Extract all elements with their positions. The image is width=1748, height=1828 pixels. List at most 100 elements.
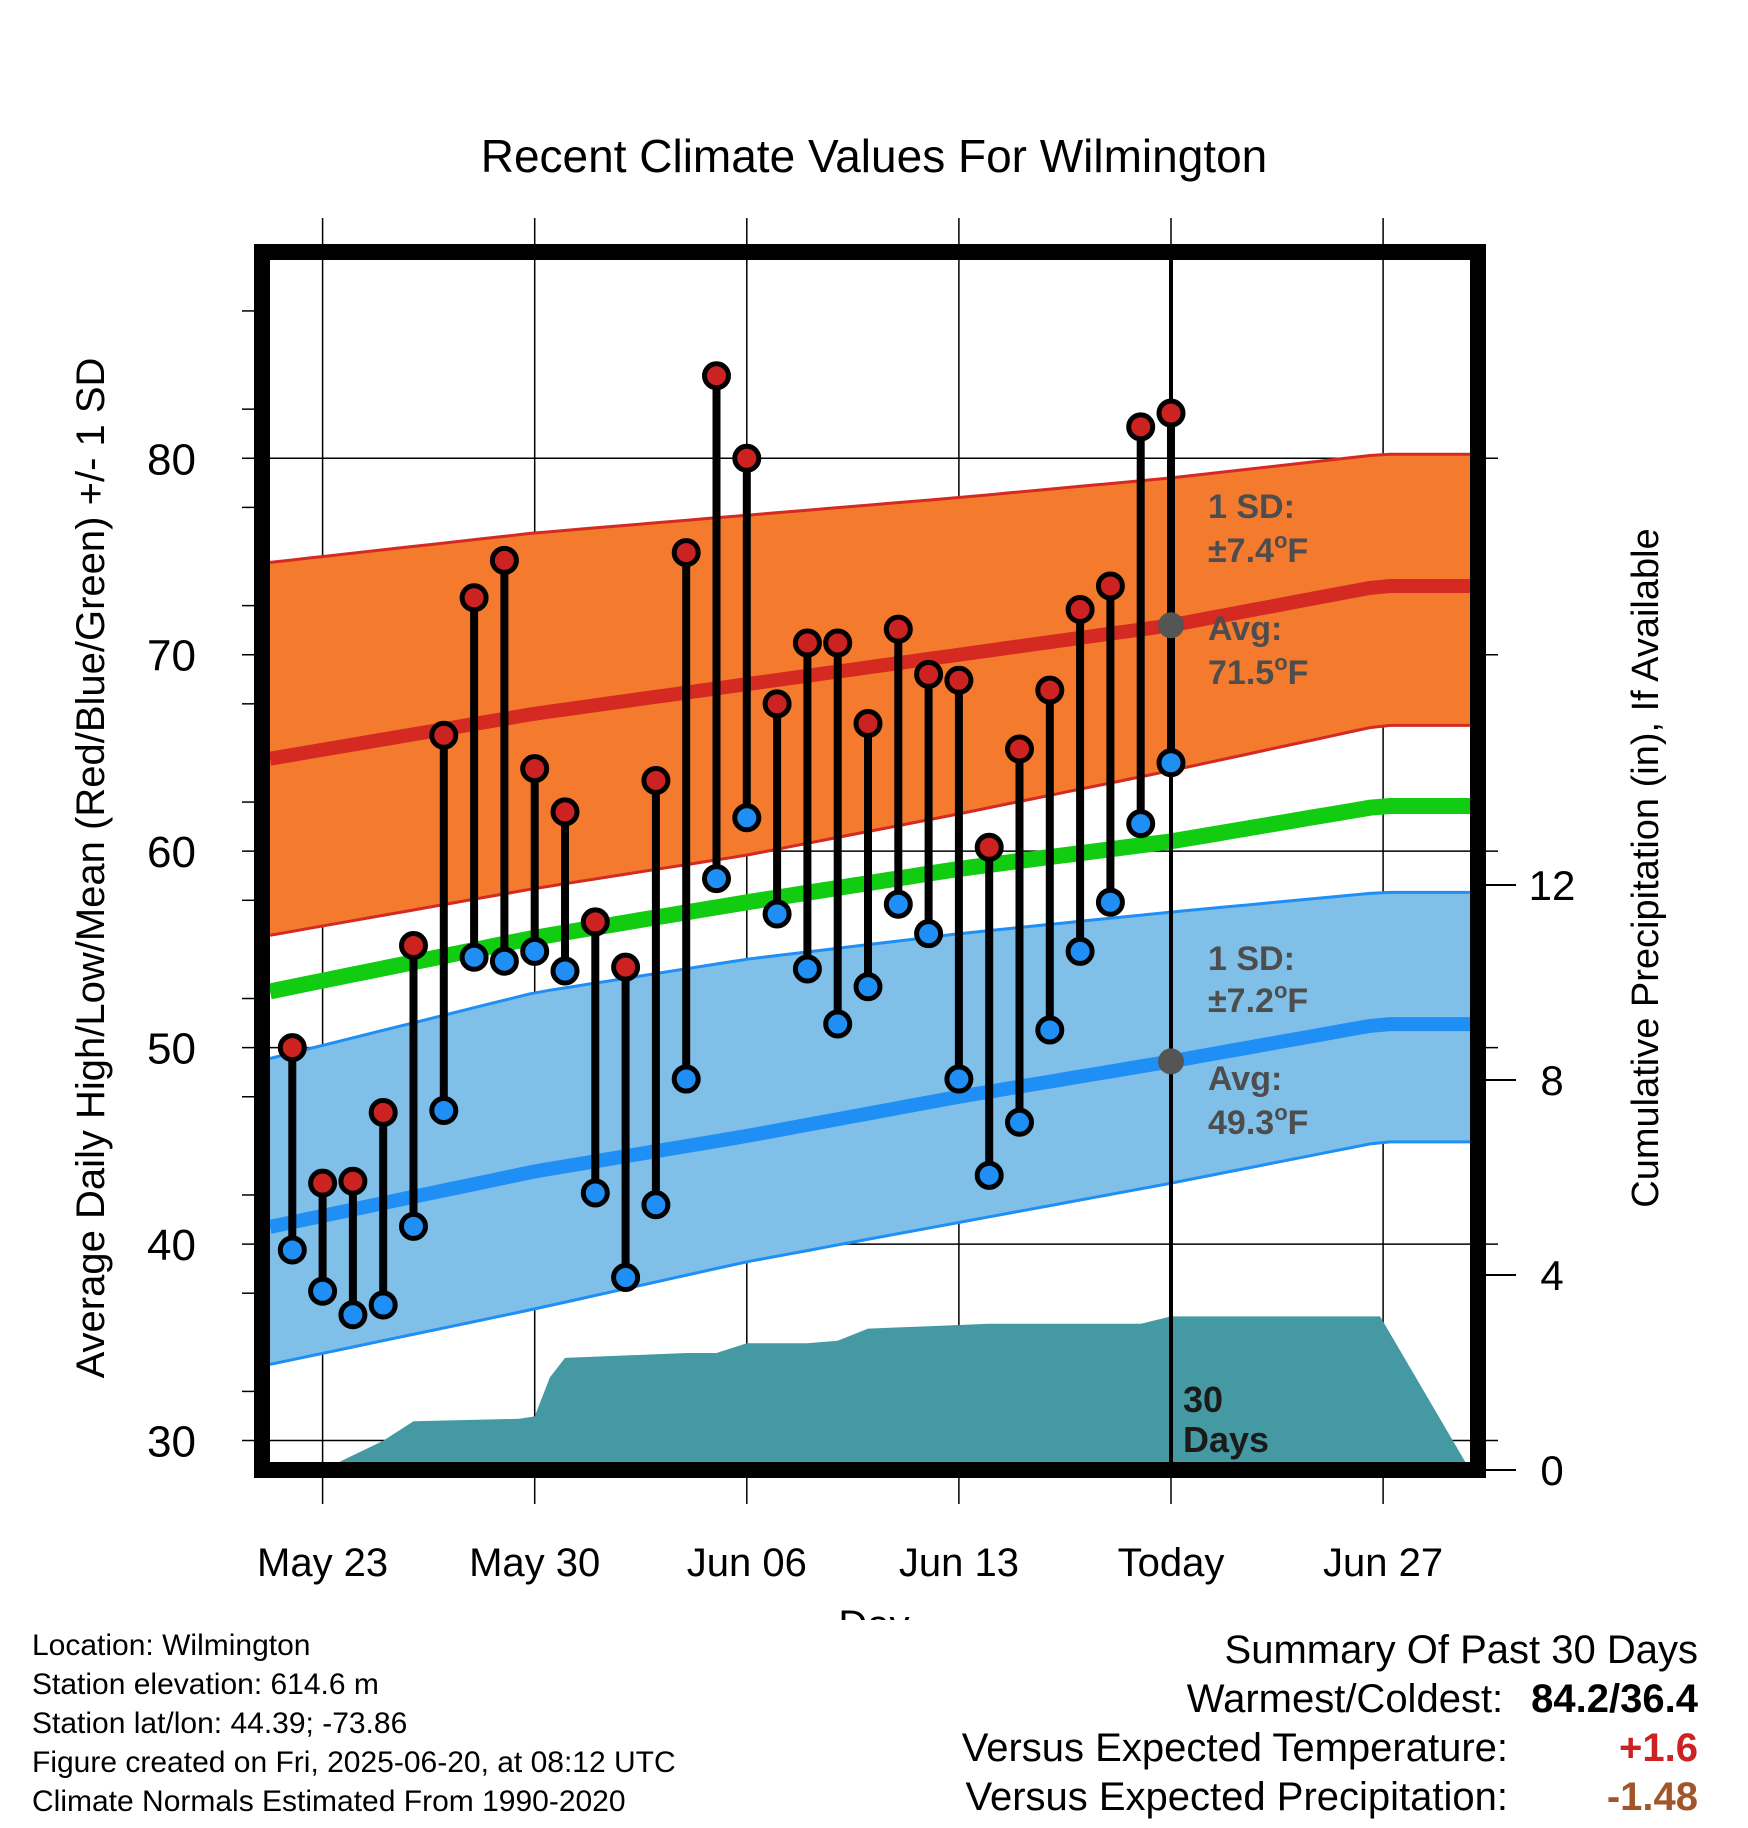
plot-frame [254,244,1486,1478]
low-point-day-12 [611,1262,641,1292]
low-point-day-13 [641,1190,671,1220]
y2-tick-label-3: 12 [1529,862,1576,909]
high-point-day-24 [974,832,1004,862]
temp-label: Versus Expected Temperature: [961,1726,1508,1770]
low-point-day-11 [580,1178,610,1208]
high-point-day-17 [762,689,792,719]
low-sd-label: 1 SD: [1208,940,1295,978]
low-point-day-24 [974,1160,1004,1190]
y2-tick-label-1: 4 [1540,1252,1563,1299]
x-tick-label-3: Jun 13 [899,1541,1019,1585]
warm-cold-value: 84.2/36.4 [1531,1677,1698,1721]
high-point-day-16 [732,443,762,473]
low-point-day-25 [1005,1107,1034,1137]
y-tick-label-0: 30 [147,1418,196,1467]
x-tick-label-4: Today [1118,1541,1225,1585]
high-point-day-15 [702,361,731,391]
low-sd-lower-line [269,1140,1470,1366]
low-point-day-4 [368,1290,398,1320]
high-point-day-10 [550,797,580,827]
high-point-day-22 [914,659,944,689]
high-point-day-13 [641,765,671,795]
y2-tick-label-2: 8 [1540,1057,1563,1104]
high-point-day-1 [277,1033,307,1063]
high-sd-value: ±7.4oF [1208,528,1308,570]
low-point-day-14 [671,1064,701,1094]
summary-panel: Summary Of Past 30 Days Warmest/Coldest:… [962,1626,1698,1822]
low-point-day-2 [308,1276,338,1306]
low-point-day-18 [792,954,822,984]
high-sd-upper-line [269,452,1470,564]
low-point-day-26 [1035,1015,1065,1045]
high-point-day-9 [520,754,550,784]
low-point-day-15 [702,864,731,894]
high-point-day-30 [1156,398,1186,428]
low-avg-label: Avg: [1208,1060,1282,1098]
high-point-day-28 [1095,571,1125,601]
high-point-day-8 [489,545,519,575]
y2-tick-label-0: 0 [1540,1447,1563,1494]
low-point-day-10 [550,956,580,986]
low-point-day-6 [429,1095,459,1125]
low-avg-value: 49.3oF [1208,1100,1308,1142]
high-point-day-7 [459,583,489,613]
frame-border [254,244,1486,1478]
elevation-text: Station elevation: 614.6 m [32,1668,379,1701]
normals-text: Climate Normals Estimated From 1990-2020 [32,1785,626,1818]
x-tick-label-1: May 30 [469,1541,600,1585]
chart-title: Recent Climate Values For Wilmington [481,130,1268,182]
y-tick-label-2: 50 [147,1025,196,1074]
low-sd-value: ±7.2oF [1208,978,1308,1020]
low-point-day-28 [1095,887,1125,917]
low-point-day-19 [823,1009,853,1039]
y-tick-label-5: 80 [147,435,196,484]
high-point-day-19 [823,628,853,658]
low-point-day-23 [944,1064,974,1094]
location-text: Location: Wilmington [32,1629,311,1662]
high-avg-label: Avg: [1208,610,1282,648]
high-point-day-27 [1065,595,1095,625]
station-info: Location: Wilmington Station elevation: … [32,1626,676,1821]
y-tick-label-4: 70 [147,632,196,681]
summary-precip: Versus Expected Precipitation: -1.48 [962,1773,1698,1822]
daily-range-stems [288,375,1175,1315]
high-point-day-21 [883,614,913,644]
high-point-day-3 [338,1166,368,1196]
precipitation-area [292,1316,1470,1470]
high-avg-marker [1158,612,1184,639]
days-label-text: Days [1183,1419,1269,1460]
summary-temp: Versus Expected Temperature: +1.6 [962,1724,1698,1773]
high-point-day-4 [368,1097,398,1127]
y-axis-label: Average Daily High/Low/Mean (Red/Blue/Gr… [69,358,113,1379]
high-point-day-25 [1005,734,1034,764]
y2-axis-label: Cumulative Precipitation (in), If Availa… [1625,528,1667,1207]
low-point-day-20 [853,972,883,1002]
low-point-day-3 [338,1300,368,1330]
days-label-number: 30 [1183,1379,1223,1420]
high-point-day-29 [1126,412,1156,442]
high-sd-label: 1 SD: [1208,488,1295,526]
precip-label: Versus Expected Precipitation: [965,1775,1508,1819]
high-point-day-5 [399,930,428,960]
precip-value: -1.48 [1606,1775,1698,1819]
x-tick-label-0: May 23 [257,1541,388,1585]
low-point-day-21 [883,889,913,919]
high-point-day-6 [429,720,459,750]
low-point-day-16 [732,803,762,833]
x-tick-label-2: Jun 06 [687,1541,807,1585]
low-avg-marker [1158,1048,1184,1075]
x-axis-label: Day [838,1603,909,1620]
low-point-day-29 [1126,809,1156,839]
high-point-day-26 [1035,675,1065,705]
high-point-day-2 [308,1168,338,1198]
normal-low-line [268,1017,1470,1234]
high-point-day-12 [611,952,641,982]
low-point-day-9 [520,936,550,966]
summary-title: Summary Of Past 30 Days [1224,1628,1698,1672]
daily-points [277,361,1186,1330]
high-avg-value: 71.5oF [1208,650,1308,692]
latlon-text: Station lat/lon: 44.39; -73.86 [32,1707,408,1740]
high-point-day-23 [944,665,974,695]
